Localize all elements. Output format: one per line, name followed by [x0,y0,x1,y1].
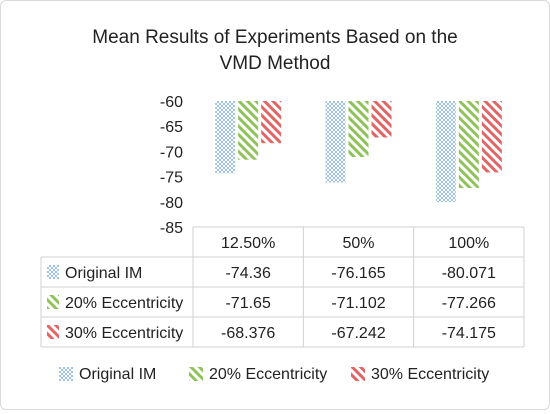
y-axis: -60 -65 -70 -75 -80 -85 [160,94,183,237]
table-value: -71.102 [331,295,385,312]
legend-entry: Original IM [79,366,156,383]
legend-entry: 20% Eccentricity [209,366,327,383]
legend: Original IM 20% Eccentricity 30% Eccentric… [59,366,489,383]
table-value: -80.071 [442,265,496,282]
legend-swatch [59,367,73,381]
bar-original-im-2 [325,101,346,183]
table-legend-key [47,295,59,309]
bar-20-eccentricity-1 [238,101,259,160]
table-series-name: 20% Eccentricity [65,295,183,312]
table-value: -74.36 [225,265,270,282]
bars [215,101,502,203]
y-tick-label: -65 [160,119,183,136]
legend-swatch [351,367,365,381]
table-series-name: 30% Eccentricity [65,325,183,342]
y-tick-label: -75 [160,170,183,187]
table-value: -76.165 [331,265,385,282]
bar-30-eccentricity-3 [481,101,502,173]
category-label: 100% [448,235,489,252]
table-value: -77.266 [442,295,496,312]
y-tick-label: -85 [160,220,183,237]
table-series-name: Original IM [65,265,142,282]
bar-original-im-1 [215,101,236,174]
category-label: 12.50% [221,235,275,252]
chart-title-line-1: Mean Results of Experiments Based on the [92,27,457,48]
chart-title-line-2: VMD Method [220,53,331,74]
y-tick-label: -60 [160,94,183,111]
bar-original-im-3 [435,101,456,203]
y-tick-label: -70 [160,144,183,161]
table-value: -71.65 [225,295,270,312]
category-label: 50% [342,235,374,252]
bar-20-eccentricity-3 [458,101,479,189]
bar-20-eccentricity-2 [348,101,369,157]
table-legend-key [47,265,59,279]
bar-30-eccentricity-2 [371,101,392,138]
table-value: -67.242 [331,325,385,342]
legend-entry: 30% Eccentricity [371,366,489,383]
data-table: 12.50% 50% 100% Original IM -74.36 -76.165 -80… [40,226,525,348]
bar-30-eccentricity-1 [261,101,282,144]
table-value: -74.175 [442,325,496,342]
table-value: -68.376 [221,325,275,342]
y-tick-label: -80 [160,195,183,212]
table-legend-key [47,325,59,339]
legend-swatch [189,367,203,381]
